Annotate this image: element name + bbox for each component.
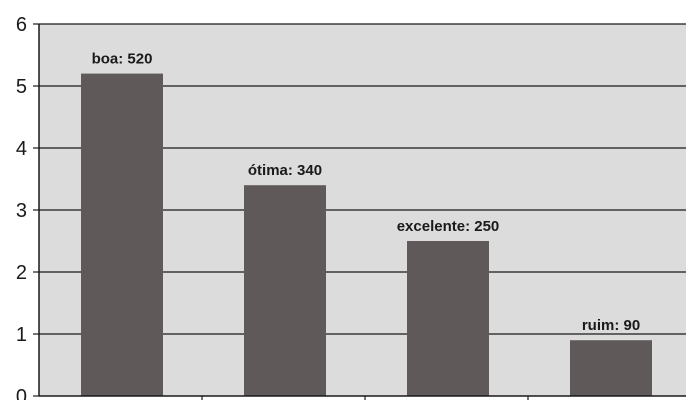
bar-ótima (244, 185, 326, 396)
y-tick-label: 0 (16, 386, 27, 400)
y-tick-label: 4 (16, 138, 27, 160)
y-tick-label: 5 (16, 76, 27, 98)
y-axis: 0 1 2 3 4 5 6 (16, 14, 40, 400)
y-tick-label: 3 (16, 200, 27, 222)
bar-ruim (570, 340, 652, 396)
bar-boa (81, 73, 163, 396)
y-tick-label: 6 (16, 14, 27, 36)
bar-excelente (407, 241, 489, 396)
data-label: boa: 520 (92, 51, 153, 68)
data-label: ruim: 90 (582, 317, 640, 334)
x-axis (39, 395, 686, 400)
bars (81, 73, 652, 396)
y-tick-label: 2 (16, 262, 27, 284)
data-label: excelente: 250 (397, 218, 500, 235)
y-tick-label: 1 (16, 324, 27, 346)
data-labels: boa: 520 ótima: 340 excelente: 250 ruim: 90 (92, 51, 641, 335)
data-label: ótima: 340 (248, 162, 322, 179)
